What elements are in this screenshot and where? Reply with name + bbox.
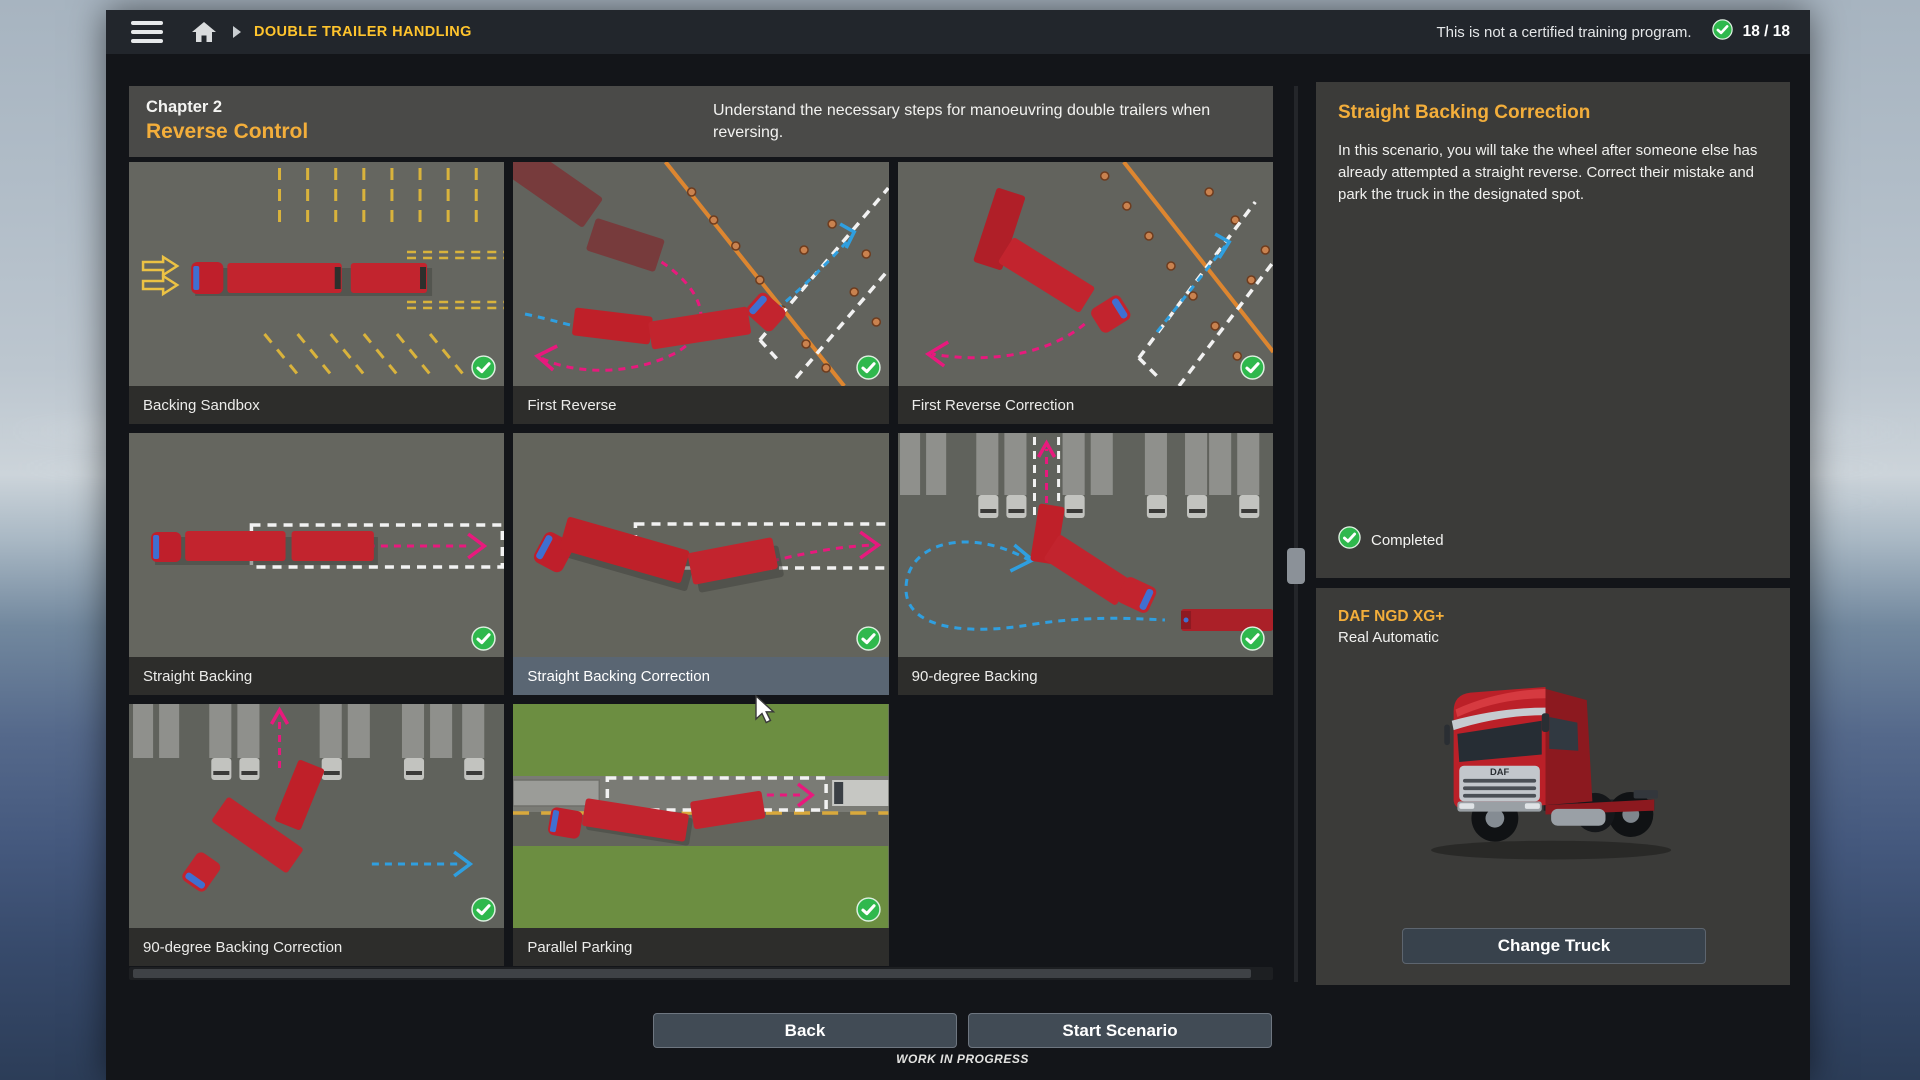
top-bar: DOUBLE TRAILER HANDLING This is not a ce…: [106, 10, 1810, 54]
scenario-thumbnail: [897, 433, 1273, 657]
change-truck-button[interactable]: Change Truck: [1402, 928, 1706, 964]
menu-icon[interactable]: [131, 21, 163, 43]
vertical-scrollbar-handle[interactable]: [1287, 548, 1305, 584]
chapter-description: Understand the necessary steps for manoe…: [713, 102, 1211, 141]
horizontal-scrollbar-handle[interactable]: [133, 969, 1251, 978]
completed-check-icon: [855, 626, 881, 651]
detail-description: In this scenario, you will take the whee…: [1338, 142, 1758, 203]
scenario-tile-label: 90-degree Backing Correction: [129, 928, 505, 966]
progress-count: 18 / 18: [1742, 23, 1790, 40]
scenario-tile-90-degree-backing[interactable]: 90-degree Backing: [897, 433, 1273, 695]
truck-image: DAF: [1338, 656, 1768, 882]
scenario-thumbnail: [129, 433, 505, 657]
detail-title: Straight Backing Correction: [1338, 102, 1591, 123]
truck-model-name: DAF NGD XG+: [1338, 608, 1445, 625]
scenario-tile-straight-backing-correction[interactable]: Straight Backing Correction: [513, 433, 889, 695]
scenario-tile-first-reverse[interactable]: First Reverse: [513, 162, 889, 424]
completed-check-icon: [471, 626, 497, 651]
check-circle-icon: [1711, 19, 1733, 45]
scenario-tile-label: Straight Backing: [129, 657, 505, 695]
scenario-thumbnail: [513, 704, 889, 928]
scenario-tile-label: First Reverse Correction: [897, 386, 1273, 424]
training-app-window: DOUBLE TRAILER HANDLING This is not a ce…: [106, 10, 1810, 1080]
scenario-tile-label: 90-degree Backing: [897, 657, 1273, 695]
scenario-thumbnail: [129, 162, 505, 386]
chevron-right-icon: [233, 26, 241, 38]
scenario-tile-parallel-parking[interactable]: Parallel Parking: [513, 704, 889, 966]
scenario-tile-backing-sandbox[interactable]: Backing Sandbox: [129, 162, 505, 424]
scenario-tile-straight-backing[interactable]: Straight Backing: [129, 433, 505, 695]
scenario-detail-panel: Straight Backing Correction In this scen…: [1316, 82, 1790, 578]
scenario-grid: Backing Sandbox: [129, 162, 1273, 966]
horizontal-scrollbar[interactable]: [129, 967, 1273, 980]
completed-check-icon: [471, 897, 497, 922]
scenario-thumbnail: [129, 704, 505, 928]
svg-text:DAF: DAF: [1490, 767, 1510, 777]
truck-transmission: Real Automatic: [1338, 629, 1439, 646]
vertical-scrollbar[interactable]: [1294, 86, 1298, 982]
chapter-title: Reverse Control: [146, 120, 309, 143]
truck-panel: DAF NGD XG+ Real Automatic DAF: [1316, 588, 1790, 985]
check-circle-icon: [1338, 526, 1361, 554]
chapter-header: Chapter 2 Reverse Control Understand the…: [129, 86, 1273, 157]
scenario-tile-90-degree-backing-correction[interactable]: 90-degree Backing Correction: [129, 704, 505, 966]
completed-check-icon: [855, 897, 881, 922]
home-icon[interactable]: [191, 20, 217, 44]
back-button[interactable]: Back: [653, 1013, 957, 1048]
scenario-tile-label: Straight Backing Correction: [513, 657, 889, 695]
completed-check-icon: [1240, 626, 1265, 651]
scenario-tile-first-reverse-correction[interactable]: First Reverse Correction: [897, 162, 1273, 424]
completed-check-icon: [1240, 355, 1265, 380]
status-badge: Completed: [1371, 531, 1444, 549]
disclaimer-text: This is not a certified training program…: [1436, 23, 1692, 41]
scenario-tile-label: Backing Sandbox: [129, 386, 505, 424]
scenario-thumbnail: [513, 162, 889, 386]
scenario-thumbnail: [513, 433, 889, 657]
breadcrumb-current: DOUBLE TRAILER HANDLING: [254, 24, 472, 40]
completed-check-icon: [471, 355, 497, 380]
completed-check-icon: [855, 355, 881, 380]
scenario-tile-label: First Reverse: [513, 386, 889, 424]
scenario-tile-label: Parallel Parking: [513, 928, 889, 966]
work-in-progress-note: WORK IN PROGRESS: [896, 1052, 1029, 1066]
status-row: Completed: [1338, 526, 1768, 554]
scenario-thumbnail: [897, 162, 1273, 386]
start-scenario-button[interactable]: Start Scenario: [968, 1013, 1272, 1048]
chapter-kicker: Chapter 2: [146, 98, 223, 116]
progress-indicator: 18 / 18: [1711, 19, 1790, 45]
